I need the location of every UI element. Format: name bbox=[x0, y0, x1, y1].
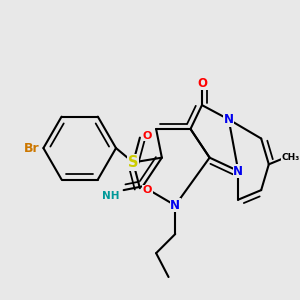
Text: O: O bbox=[197, 76, 207, 90]
Text: S: S bbox=[128, 155, 138, 170]
Text: CH₃: CH₃ bbox=[282, 153, 300, 162]
Text: N: N bbox=[224, 113, 234, 126]
Text: O: O bbox=[143, 131, 152, 141]
Text: O: O bbox=[143, 185, 152, 195]
Text: NH: NH bbox=[101, 191, 119, 201]
Text: N: N bbox=[170, 199, 180, 212]
Text: Br: Br bbox=[24, 142, 40, 154]
Text: N: N bbox=[233, 164, 243, 178]
